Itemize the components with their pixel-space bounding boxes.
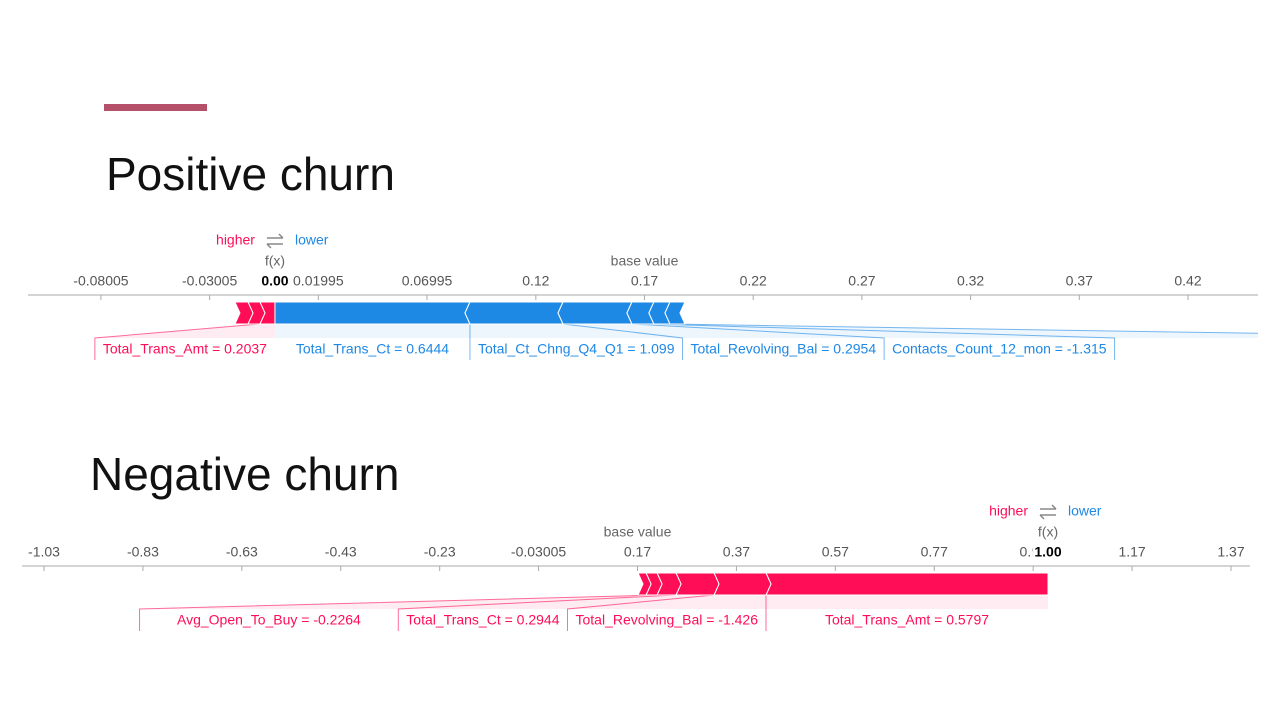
label-connector	[653, 324, 1258, 338]
label-divider	[653, 323, 1116, 360]
base-value-name: base value	[604, 524, 672, 540]
base-value-name: base value	[611, 253, 679, 269]
force-plot: -1.03 -0.83 -0.63 -0.43 -0.23 -0.03005 0.17 0.3…	[22, 503, 1250, 631]
fx-name: f(x)	[265, 253, 285, 269]
x-tick-label: -0.03005	[182, 273, 237, 289]
feature-label: Total_Revolving_Bal = -1.426	[575, 612, 758, 628]
x-tick-label: -0.08005	[73, 273, 128, 289]
legend-higher: higher	[216, 232, 255, 248]
x-tick-label: 1.37	[1217, 544, 1244, 560]
label-connector	[274, 324, 470, 338]
feature-label: Contacts_Count_12_mon = -1.315	[892, 341, 1107, 357]
x-tick-label: 0.17	[624, 544, 651, 560]
x-tick-label: -0.43	[325, 544, 357, 560]
force-segment	[675, 572, 720, 596]
force-segment	[557, 301, 633, 325]
force-segment	[464, 301, 564, 325]
label-connector	[766, 595, 1049, 609]
label-divider	[566, 594, 715, 631]
x-tick-label: 0.42	[1174, 273, 1201, 289]
fx-value: 1.00	[1034, 544, 1061, 560]
force-segment	[637, 572, 652, 596]
x-tick-label: 1.17	[1118, 544, 1145, 560]
chart-title: Negative churn	[90, 448, 399, 500]
feature-label: Total_Trans_Ct = 0.2944	[406, 612, 559, 628]
x-tick-label: -1.03	[28, 544, 60, 560]
x-tick-label: 0.37	[1066, 273, 1093, 289]
feature-label: Total_Revolving_Bal = 0.2954	[690, 341, 876, 357]
feature-label: Total_Trans_Ct = 0.6444	[296, 341, 449, 357]
fx-name: f(x)	[1038, 524, 1058, 540]
x-tick-label: 0.22	[740, 273, 767, 289]
label-connector	[563, 324, 885, 338]
label-divider	[631, 323, 885, 360]
force-segment	[664, 301, 686, 325]
fx-backing	[1032, 543, 1064, 563]
x-tick-label: 0.01995	[293, 273, 344, 289]
legend-lower: lower	[1068, 503, 1102, 519]
label-connector	[469, 324, 683, 338]
x-tick-label: 0.17	[631, 273, 658, 289]
label-divider	[562, 323, 683, 360]
legend-lower: lower	[295, 232, 329, 248]
feature-label: Total_Ct_Chng_Q4_Q1 = 1.099	[478, 341, 675, 357]
legend-arrows	[1039, 504, 1057, 520]
x-tick-label: 0.27	[848, 273, 875, 289]
chart-title: Positive churn	[106, 148, 395, 200]
x-tick-label: 0.57	[822, 544, 849, 560]
force-segment	[274, 301, 471, 325]
fx-backing	[259, 272, 291, 292]
accent-bar	[104, 104, 207, 111]
label-divider	[669, 323, 1258, 334]
feature-label: Total_Trans_Amt = 0.5797	[825, 612, 989, 628]
feature-label: Avg_Open_To_Buy = -0.2264	[177, 612, 361, 628]
label-divider	[94, 323, 260, 360]
x-tick-label: 0.06995	[402, 273, 453, 289]
fx-value: 0.00	[261, 273, 288, 289]
x-tick-label: -0.63	[226, 544, 258, 560]
force-segment	[765, 572, 1049, 596]
x-tick-label: 0.12	[522, 273, 549, 289]
feature-label: Total_Trans_Amt = 0.2037	[103, 341, 267, 357]
x-tick-label: 0.37	[723, 544, 750, 560]
legend-arrows	[266, 233, 284, 249]
x-tick-label: 0.77	[921, 544, 948, 560]
force-segment	[234, 301, 254, 325]
x-tick-label: -0.03005	[511, 544, 566, 560]
label-divider	[139, 594, 658, 631]
legend-higher: higher	[989, 503, 1028, 519]
x-tick-label: -0.83	[127, 544, 159, 560]
label-connector	[567, 595, 767, 609]
x-tick-label: -0.23	[424, 544, 456, 560]
force-segment	[713, 572, 772, 596]
x-tick-label: 0.32	[957, 273, 984, 289]
force-plot: -0.08005 -0.03005 0.01995 0.06995 0.12 0.17 0.…	[28, 232, 1258, 360]
label-divider	[397, 594, 677, 631]
